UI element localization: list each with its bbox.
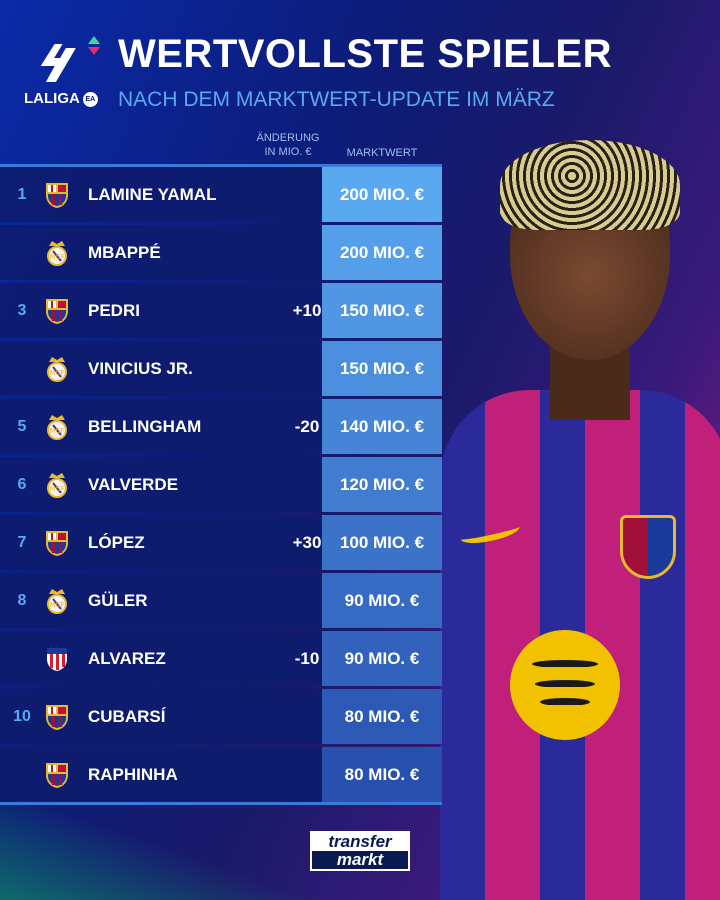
barcelona-crest-icon bbox=[44, 529, 70, 557]
divider bbox=[0, 164, 442, 167]
barcelona-crest-icon bbox=[44, 297, 70, 325]
svg-text:MCF: MCF bbox=[50, 369, 65, 377]
market-value: 80 MIO. € bbox=[322, 689, 442, 744]
player-name: GÜLER bbox=[88, 590, 148, 610]
rank: 1 bbox=[17, 185, 27, 203]
svg-text:MCF: MCF bbox=[50, 253, 65, 261]
player-name: BELLINGHAM bbox=[88, 416, 202, 436]
player-name: LAMINE YAMAL bbox=[88, 184, 217, 204]
market-value: 80 MIO. € bbox=[322, 747, 442, 802]
real-madrid-crest-icon: MCF bbox=[44, 587, 70, 615]
table-row: 7 LÓPEZ +30 100 MIO. € bbox=[0, 515, 442, 570]
table-row: 3 PEDRI +10 150 MIO. € bbox=[0, 283, 442, 338]
player-name: MBAPPÉ bbox=[88, 242, 161, 262]
barcelona-crest-icon bbox=[44, 181, 70, 209]
real-madrid-crest-icon: MCF bbox=[44, 471, 70, 499]
table-row: MCF MBAPPÉ 200 MIO. € bbox=[0, 225, 442, 280]
real-madrid-crest-icon: MCF bbox=[44, 413, 70, 441]
column-header-change: ÄNDERUNG IN MIO. € bbox=[256, 132, 320, 158]
player-photo bbox=[430, 130, 720, 900]
value-change: -20 bbox=[294, 416, 320, 436]
barcelona-crest-icon bbox=[620, 515, 676, 579]
market-value: 200 MIO. € bbox=[322, 225, 442, 280]
divider bbox=[0, 802, 442, 805]
ranking-table: 1 LAMINE YAMAL 200 MIO. € MCF MBAPPÉ 200… bbox=[0, 164, 442, 805]
laliga-logo-icon bbox=[40, 36, 100, 82]
market-value: 150 MIO. € bbox=[322, 283, 442, 338]
table-row: ALVAREZ -10 90 MIO. € bbox=[0, 631, 442, 686]
brand-top: transfer bbox=[328, 832, 392, 851]
laliga-wordmark: LALIGA EA bbox=[24, 90, 98, 107]
barcelona-crest-icon bbox=[44, 703, 70, 731]
table-row: 10 CUBARSÍ 80 MIO. € bbox=[0, 689, 442, 744]
transfermarkt-logo: transfer markt bbox=[310, 831, 410, 871]
rank: 6 bbox=[17, 475, 27, 493]
table-row: 1 LAMINE YAMAL 200 MIO. € bbox=[0, 167, 442, 222]
value-change: +30 bbox=[292, 532, 322, 552]
spotify-logo-icon bbox=[510, 630, 620, 740]
player-name: PEDRI bbox=[88, 300, 140, 320]
ea-badge-icon: EA bbox=[82, 91, 98, 107]
market-value: 150 MIO. € bbox=[322, 341, 442, 396]
svg-text:MCF: MCF bbox=[50, 427, 65, 435]
player-name: ALVAREZ bbox=[88, 648, 166, 668]
player-name: LÓPEZ bbox=[88, 532, 145, 552]
market-value: 200 MIO. € bbox=[322, 167, 442, 222]
market-value: 90 MIO. € bbox=[322, 573, 442, 628]
table-row: 6 MCF VALVERDE 120 MIO. € bbox=[0, 457, 442, 512]
brand-bottom: markt bbox=[312, 851, 408, 869]
column-header-market-value: MARKTWERT bbox=[346, 147, 418, 159]
player-name: CUBARSÍ bbox=[88, 706, 166, 726]
page-subtitle: NACH DEM MARKTWERT-UPDATE IM MÄRZ bbox=[118, 88, 555, 111]
player-name: VINICIUS JR. bbox=[88, 358, 193, 378]
player-name: VALVERDE bbox=[88, 474, 179, 494]
player-name: RAPHINHA bbox=[88, 764, 178, 784]
page-title: WERTVOLLSTE SPIELER bbox=[118, 32, 612, 76]
svg-text:MCF: MCF bbox=[50, 601, 65, 609]
rank: 5 bbox=[17, 417, 27, 435]
barcelona-crest-icon bbox=[44, 761, 70, 789]
player-hair bbox=[500, 140, 680, 230]
rank: 7 bbox=[17, 533, 27, 551]
real-madrid-crest-icon: MCF bbox=[44, 239, 70, 267]
value-change: -10 bbox=[294, 648, 320, 668]
table-row: 5 MCF BELLINGHAM -20 140 MIO. € bbox=[0, 399, 442, 454]
market-value: 100 MIO. € bbox=[322, 515, 442, 570]
table-row: RAPHINHA 80 MIO. € bbox=[0, 747, 442, 802]
market-value: 90 MIO. € bbox=[322, 631, 442, 686]
atletico-crest-icon bbox=[44, 645, 70, 673]
market-value: 120 MIO. € bbox=[322, 457, 442, 512]
rank: 8 bbox=[17, 591, 27, 609]
svg-text:MCF: MCF bbox=[50, 485, 65, 493]
table-row: 8 MCF GÜLER 90 MIO. € bbox=[0, 573, 442, 628]
value-change: +10 bbox=[292, 300, 322, 320]
table-row: MCF VINICIUS JR. 150 MIO. € bbox=[0, 341, 442, 396]
rank: 3 bbox=[17, 301, 27, 319]
laliga-text: LALIGA bbox=[24, 90, 80, 107]
rank: 10 bbox=[13, 707, 31, 725]
real-madrid-crest-icon: MCF bbox=[44, 355, 70, 383]
market-value: 140 MIO. € bbox=[322, 399, 442, 454]
